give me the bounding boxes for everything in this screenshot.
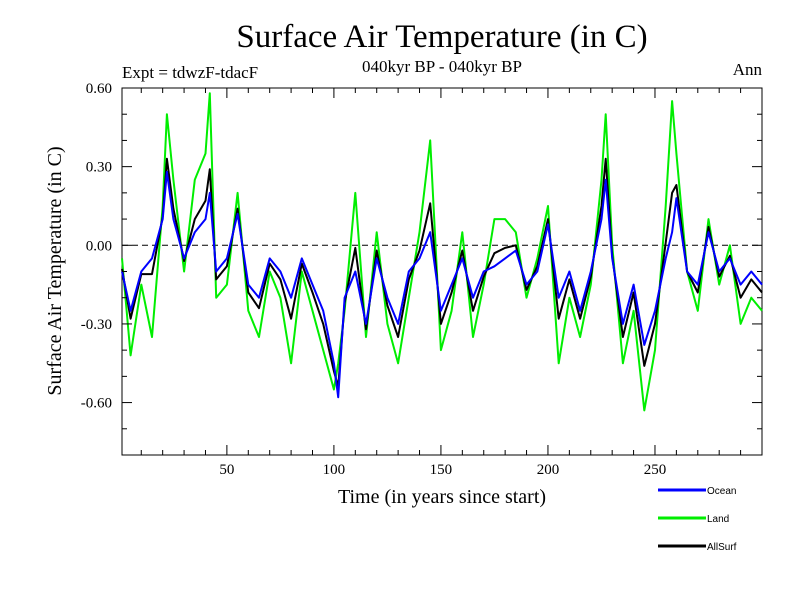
x-tick-label: 150 [430,462,453,478]
series-line-ocean [121,170,763,399]
legend-label-ocean: Ocean [707,486,736,497]
y-axis-label: Surface Air Temperature (in C) [44,146,66,395]
y-tick-label: 0.00 [86,238,112,254]
y-tick-label: -0.30 [81,317,112,333]
x-tick-label: 250 [644,462,667,478]
chart-title: Surface Air Temperature (in C) [236,19,647,55]
x-tick-label: 50 [219,462,234,478]
chart-subtitle-right: Ann [733,60,763,79]
y-tick-label: 0.60 [86,81,112,97]
series-layer [121,92,763,412]
series-line-land [121,92,763,412]
ticks-layer: 50 100 150 200 250 0.60 0.30 0.00 -0.30 -0.60 [81,81,762,478]
legend-label-allsurf: AllSurf [707,542,737,553]
x-axis-label: Time (in years since start) [338,486,546,508]
y-tick-label: -0.60 [81,396,112,412]
plot-frame-layer [121,87,763,456]
chart-subtitle-center: 040kyr BP - 040kyr BP [362,57,522,76]
legend-label-land: Land [707,514,729,525]
chart-subtitle-left: Expt = tdwzF-tdacF [122,63,258,82]
x-tick-label: 100 [323,462,346,478]
plot-frame [121,87,763,456]
y-tick-label: 0.30 [86,160,112,176]
x-tick-label: 200 [537,462,560,478]
legend: Ocean Land AllSurf [658,486,737,553]
